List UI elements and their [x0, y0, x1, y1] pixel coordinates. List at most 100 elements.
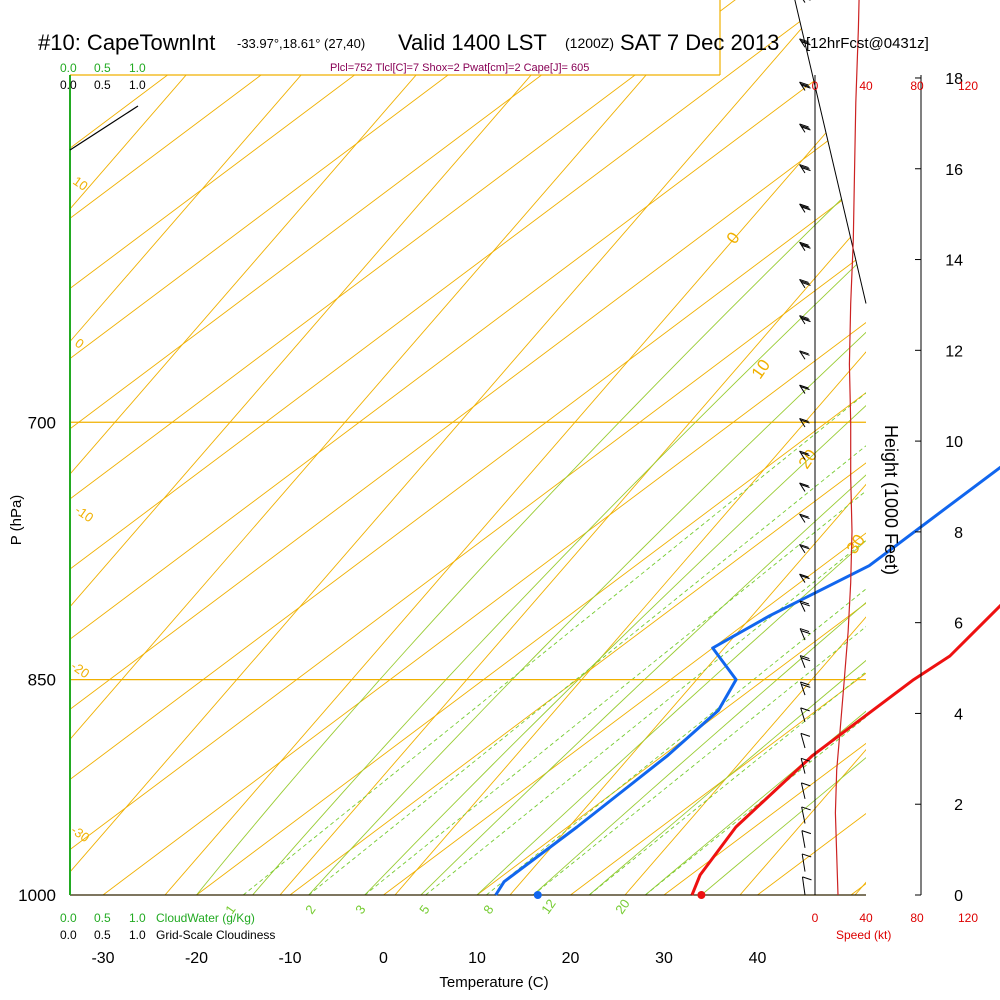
wind-barb-feather: [799, 81, 809, 86]
wind-barb-feather: [799, 543, 809, 548]
height-tick-label: 8: [954, 525, 963, 542]
wind-barb-feather: [799, 350, 809, 355]
wind-barb-staff: [799, 203, 806, 213]
x-tick-label: -30: [91, 950, 114, 967]
wind-barb-feather: [799, 384, 809, 389]
isotherm-line: [70, 0, 866, 896]
isotherm-line: [70, 0, 866, 896]
wind-barb-staff: [799, 655, 806, 669]
wind-barb-staff: [799, 81, 806, 91]
wind-barb-staff: [799, 241, 806, 251]
dry-adiabat: [854, 0, 866, 896]
temperature-surface-marker: [697, 891, 706, 899]
wind-barb-feather: [800, 280, 810, 285]
cloudiness-scale-top-1: 0.5: [94, 78, 111, 92]
isotherm-line: [383, 0, 866, 896]
isotherm-line: [289, 0, 866, 896]
height-tick-label: 18: [945, 71, 963, 88]
wind-barb-staff: [799, 573, 806, 583]
moist-adiabat: [252, 0, 866, 896]
wind-barb-feather: [801, 167, 811, 172]
wind-barb-feather: [799, 513, 809, 518]
pressure-tick-label: 850: [28, 671, 56, 690]
wind-barb-feather: [800, 419, 810, 424]
moist-adiabat: [196, 0, 866, 896]
moist-adiabat: [420, 0, 866, 896]
speed-tick-label-top: 0: [812, 79, 819, 93]
wind-barb-feather: [802, 853, 812, 858]
moist-adiabat: [308, 0, 866, 896]
wind-barb-feather: [801, 41, 811, 46]
speed-tick-label-bottom: 80: [910, 911, 924, 925]
height-tick-label: 2: [954, 797, 963, 814]
moist-adiabat: [532, 0, 866, 896]
wind-barb-staff: [799, 482, 806, 492]
height-axis-label: Height (1000 Feet): [881, 425, 901, 575]
wind-barb-feather: [801, 782, 811, 787]
dry-adiabat: [70, 0, 781, 896]
wind-barb-feather: [801, 244, 811, 249]
adiabat-label: -10: [72, 502, 96, 525]
wind-barb-feather: [800, 452, 810, 457]
wind-barb-feather: [800, 732, 811, 737]
wind-barb-staff: [800, 758, 806, 774]
chart-series: [494, 465, 1000, 899]
cloudwater-scale-bottom-0: 0.0: [60, 911, 77, 925]
header-coords: -33.97°,18.61° (27,40): [237, 36, 365, 51]
cloudiness-scale-top-0: 0.0: [60, 78, 77, 92]
height-tick-label: 6: [954, 616, 963, 633]
pressure-tick-label: 700: [28, 413, 56, 432]
wind-barb-feather: [799, 418, 809, 423]
isotherm-line: [102, 0, 866, 896]
wind-barb-feather: [799, 628, 810, 633]
moist-adiabat: [364, 0, 866, 896]
wind-barb-staff: [799, 315, 806, 325]
isotherm-line: [70, 0, 866, 896]
speed-tick-label-bottom: 40: [859, 911, 873, 925]
wind-barb-feather: [800, 205, 810, 209]
wind-barb-staff: [799, 418, 806, 428]
dry-adiabat: [164, 0, 866, 896]
wind-barb-feather: [801, 84, 811, 89]
wind-barb-feather: [800, 707, 810, 712]
wind-barb-feather: [802, 876, 812, 881]
wind-barb-feather: [800, 630, 811, 635]
wind-barb-feather: [800, 39, 810, 44]
wind-barb-staff: [799, 628, 806, 641]
isotherm-line: [196, 0, 866, 896]
wind-barb-feather: [801, 830, 812, 835]
wind-barb-staff: [799, 600, 806, 612]
isotherm-line: [70, 0, 866, 896]
wind-barb-staff: [801, 830, 806, 848]
wind-barb-staff: [799, 681, 806, 696]
cloudwater-scale-top-2: 1.0: [129, 61, 146, 75]
height-tick-label: 10: [945, 434, 963, 451]
plot-slope-border: [794, 0, 867, 304]
dewpoint-surface-marker: [533, 891, 542, 899]
height-tick-label: 0: [954, 888, 963, 905]
mixing-ratio-label: 5: [416, 902, 432, 917]
isotherm-line: [70, 0, 866, 896]
cloudiness-scale-bottom-1: 0.5: [94, 928, 111, 942]
moist-adiabat: [476, 0, 866, 896]
x-tick-label: -20: [185, 950, 208, 967]
mixing-ratio-label: 2: [302, 902, 318, 917]
dry-adiabat: [70, 0, 666, 896]
isotherm-line: [70, 0, 866, 896]
wind-barb-feather: [801, 281, 811, 286]
wind-barb-feather: [800, 243, 810, 248]
dry-adiabat: [509, 0, 866, 896]
cloudwater-scale-bottom-1: 0.5: [94, 911, 111, 925]
mixing-ratio-label: 20: [612, 896, 633, 916]
series-temperature-line: [690, 603, 1000, 896]
cloudiness-scale-bottom-2: 1.0: [129, 928, 146, 942]
dry-adiabat: [70, 0, 321, 896]
mixing-ratio-line: [532, 0, 866, 896]
mixing-ratio-line: [364, 0, 866, 896]
isotherm-line: [70, 0, 866, 896]
wind-barb-feather: [801, 318, 811, 323]
wind-barb-feather: [800, 351, 810, 356]
wind-barb-feather: [800, 386, 810, 391]
x-axis-label: Temperature (C): [439, 974, 548, 991]
